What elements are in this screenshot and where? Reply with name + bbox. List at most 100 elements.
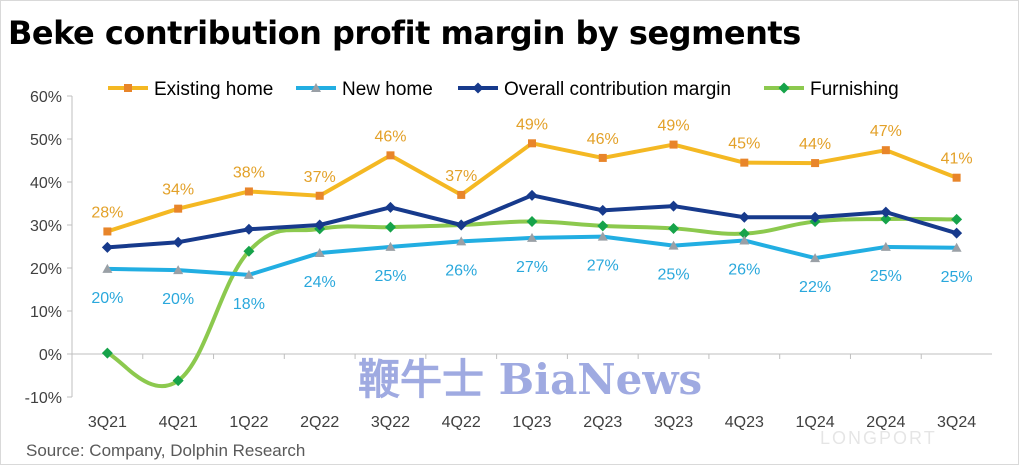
data-label-new-home-3Q24: 25% bbox=[941, 269, 973, 286]
marker-furnishing-3Q22 bbox=[384, 221, 396, 233]
marker-furnishing-4Q21 bbox=[172, 375, 184, 387]
marker-overall-contribution-margin-3Q21 bbox=[101, 241, 113, 253]
marker-furnishing-2Q24 bbox=[880, 213, 892, 225]
x-tick-label: 1Q24 bbox=[796, 414, 835, 431]
marker-overall-contribution-margin-2Q22 bbox=[314, 219, 326, 231]
data-label-new-home-1Q23: 27% bbox=[516, 259, 548, 276]
y-tick-label: 30% bbox=[30, 218, 62, 235]
marker-furnishing-1Q22 bbox=[243, 245, 255, 257]
marker-new-home-2Q23 bbox=[597, 231, 608, 241]
data-label-new-home-4Q23: 26% bbox=[728, 261, 760, 278]
legend-marker-new-home bbox=[311, 83, 321, 92]
data-label-existing-home-2Q24: 47% bbox=[870, 123, 902, 140]
x-tick-label: 4Q22 bbox=[442, 414, 481, 431]
marker-overall-contribution-margin-3Q22 bbox=[384, 201, 396, 213]
x-tick-label: 4Q21 bbox=[159, 414, 198, 431]
data-label-existing-home-4Q21: 34% bbox=[162, 182, 194, 199]
marker-existing-home-2Q22 bbox=[315, 191, 324, 200]
legend-label-furnishing: Furnishing bbox=[810, 79, 899, 100]
marker-overall-contribution-margin-4Q23 bbox=[738, 211, 750, 223]
data-label-new-home-4Q21: 20% bbox=[162, 291, 194, 308]
y-tick-label: 20% bbox=[30, 261, 62, 278]
y-tick-label: 60% bbox=[30, 89, 62, 106]
marker-new-home-3Q23 bbox=[668, 240, 679, 250]
marker-existing-home-1Q24 bbox=[811, 159, 820, 168]
marker-existing-home-3Q22 bbox=[386, 151, 395, 160]
marker-overall-contribution-margin-3Q24 bbox=[951, 227, 963, 239]
marker-new-home-4Q22 bbox=[456, 236, 467, 246]
data-label-new-home-1Q24: 22% bbox=[799, 279, 831, 296]
marker-furnishing-4Q23 bbox=[738, 228, 750, 240]
data-label-existing-home-4Q23: 45% bbox=[728, 136, 760, 153]
marker-overall-contribution-margin-2Q23 bbox=[597, 204, 609, 216]
data-label-existing-home-1Q24: 44% bbox=[799, 136, 831, 153]
y-tick-label: 10% bbox=[30, 304, 62, 321]
marker-existing-home-2Q23 bbox=[598, 153, 607, 162]
legend-label-new-home: New home bbox=[342, 79, 433, 100]
data-label-new-home-2Q22: 24% bbox=[304, 274, 336, 291]
marker-new-home-4Q21 bbox=[173, 265, 184, 275]
data-label-existing-home-3Q21: 28% bbox=[91, 204, 123, 221]
marker-existing-home-4Q22 bbox=[457, 190, 466, 199]
data-label-existing-home-3Q24: 41% bbox=[941, 151, 973, 168]
x-tick-label: 2Q23 bbox=[583, 414, 622, 431]
marker-furnishing-1Q23 bbox=[526, 216, 538, 228]
marker-existing-home-3Q21 bbox=[103, 227, 112, 236]
chart-legend: Existing home New home Overall contributio… bbox=[108, 79, 899, 100]
marker-new-home-2Q22 bbox=[314, 247, 325, 257]
data-label-existing-home-1Q23: 49% bbox=[516, 116, 548, 133]
chart-source: Source: Company, Dolphin Research bbox=[26, 441, 306, 460]
data-label-new-home-1Q22: 18% bbox=[233, 296, 265, 313]
watermark-longport: LONGPORT bbox=[820, 428, 937, 448]
data-labels: 28% 34% 38% 37% 46% 37% 49% 46% 49% 45% 44% 47% 41% 2… bbox=[91, 116, 972, 313]
data-label-existing-home-3Q22: 46% bbox=[374, 128, 406, 145]
y-tick-label: -10% bbox=[25, 390, 62, 407]
marker-overall-contribution-margin-1Q23 bbox=[526, 189, 538, 201]
data-label-existing-home-3Q23: 49% bbox=[658, 118, 690, 135]
marker-existing-home-2Q24 bbox=[881, 146, 890, 155]
marker-furnishing-2Q23 bbox=[597, 220, 609, 232]
marker-overall-contribution-margin-3Q23 bbox=[668, 200, 680, 212]
data-label-new-home-4Q22: 26% bbox=[445, 262, 477, 279]
legend-label-existing-home: Existing home bbox=[154, 79, 273, 100]
chart-axes: -10% 0% 10% 20% 30% 40% 50% 60% 3Q21 4Q21 1Q22 2Q22… bbox=[25, 89, 992, 431]
marker-new-home-1Q24 bbox=[810, 253, 821, 263]
marker-overall-contribution-margin-2Q24 bbox=[880, 206, 892, 218]
marker-new-home-1Q22 bbox=[243, 269, 254, 279]
marker-furnishing-3Q24 bbox=[951, 213, 963, 225]
data-label-new-home-3Q22: 25% bbox=[374, 268, 406, 285]
marker-existing-home-1Q22 bbox=[244, 187, 253, 196]
x-tick-label: 3Q22 bbox=[371, 414, 410, 431]
x-tick-label: 1Q22 bbox=[229, 414, 268, 431]
marker-furnishing-3Q23 bbox=[668, 222, 680, 234]
marker-new-home-3Q22 bbox=[385, 241, 396, 251]
x-tick-label: 1Q23 bbox=[512, 414, 551, 431]
x-tick-label: 3Q24 bbox=[937, 414, 976, 431]
legend-marker-existing-home bbox=[124, 84, 132, 92]
chart-title: Beke contribution profit margin by segme… bbox=[8, 14, 801, 52]
data-label-existing-home-1Q22: 38% bbox=[233, 164, 265, 181]
x-tick-label: 2Q22 bbox=[300, 414, 339, 431]
data-label-existing-home-2Q22: 37% bbox=[304, 169, 336, 186]
marker-furnishing-3Q21 bbox=[101, 347, 113, 359]
data-label-new-home-3Q21: 20% bbox=[91, 290, 123, 307]
data-label-new-home-2Q24: 25% bbox=[870, 268, 902, 285]
marker-existing-home-4Q23 bbox=[740, 158, 749, 167]
x-tick-label: 4Q23 bbox=[725, 414, 764, 431]
data-label-new-home-3Q23: 25% bbox=[658, 267, 690, 284]
data-label-existing-home-2Q23: 46% bbox=[587, 131, 619, 148]
watermark: 鞭牛士 BiaNews bbox=[358, 355, 703, 404]
marker-overall-contribution-margin-1Q22 bbox=[243, 223, 255, 235]
marker-existing-home-3Q24 bbox=[952, 173, 961, 182]
x-tick-label: 2Q24 bbox=[866, 414, 905, 431]
marker-new-home-4Q23 bbox=[739, 235, 750, 245]
marker-new-home-2Q24 bbox=[880, 241, 891, 251]
x-tick-label: 3Q23 bbox=[654, 414, 693, 431]
marker-new-home-3Q24 bbox=[951, 242, 962, 252]
y-tick-label: 50% bbox=[30, 132, 62, 149]
data-label-existing-home-4Q22: 37% bbox=[445, 168, 477, 185]
marker-overall-contribution-margin-4Q22 bbox=[455, 219, 467, 231]
legend-marker-furnishing bbox=[778, 82, 790, 94]
marker-new-home-1Q23 bbox=[527, 232, 537, 242]
